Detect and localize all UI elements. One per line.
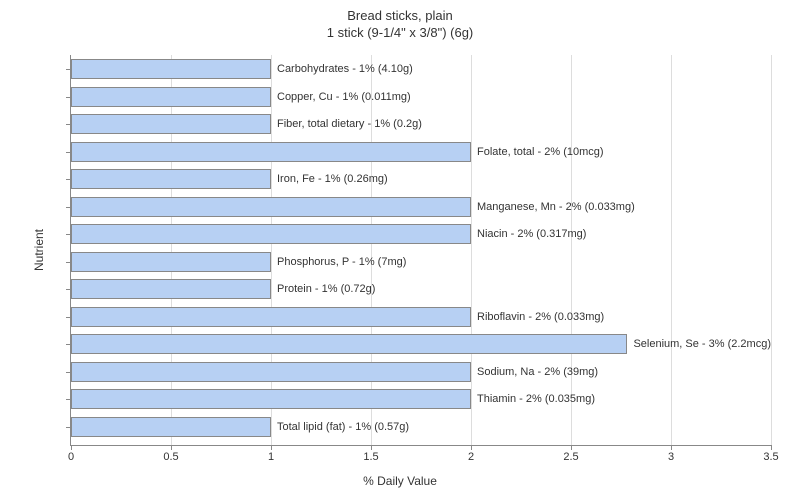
bar-row: Copper, Cu - 1% (0.011mg) [71, 87, 771, 107]
bar-label: Protein - 1% (0.72g) [277, 283, 375, 295]
x-tick-label: 3.5 [763, 451, 778, 463]
bar-rect [71, 389, 471, 409]
x-tick-label: 0.5 [163, 451, 178, 463]
y-tick [66, 179, 71, 180]
x-tick [671, 445, 672, 450]
bar-rect [71, 334, 627, 354]
bar-label: Riboflavin - 2% (0.033mg) [477, 311, 604, 323]
bar-label: Carbohydrates - 1% (4.10g) [277, 63, 413, 75]
bar-rect [71, 169, 271, 189]
bar-label: Niacin - 2% (0.317mg) [477, 228, 586, 240]
plot-area: 00.511.522.533.5Carbohydrates - 1% (4.10… [70, 55, 771, 446]
bar-row: Carbohydrates - 1% (4.10g) [71, 59, 771, 79]
bar-rect [71, 252, 271, 272]
bar-row: Phosphorus, P - 1% (7mg) [71, 252, 771, 272]
bar-row: Riboflavin - 2% (0.033mg) [71, 307, 771, 327]
x-axis-title: % Daily Value [363, 474, 437, 488]
bar-row: Protein - 1% (0.72g) [71, 279, 771, 299]
x-tick [571, 445, 572, 450]
bar-label: Thiamin - 2% (0.035mg) [477, 393, 595, 405]
y-tick [66, 399, 71, 400]
bar-row: Manganese, Mn - 2% (0.033mg) [71, 197, 771, 217]
bar-rect [71, 114, 271, 134]
x-tick [771, 445, 772, 450]
bar-rect [71, 59, 271, 79]
y-tick [66, 207, 71, 208]
bar-rect [71, 362, 471, 382]
bar-label: Fiber, total dietary - 1% (0.2g) [277, 118, 422, 130]
y-tick [66, 69, 71, 70]
x-tick-label: 2.5 [563, 451, 578, 463]
x-tick-label: 2 [468, 451, 474, 463]
bar-row: Folate, total - 2% (10mcg) [71, 142, 771, 162]
bar-rect [71, 307, 471, 327]
x-gridline [771, 55, 772, 445]
y-tick [66, 124, 71, 125]
bar-label: Iron, Fe - 1% (0.26mg) [277, 173, 388, 185]
chart-title: Bread sticks, plain 1 stick (9-1/4" x 3/… [0, 0, 800, 42]
title-line-2: 1 stick (9-1/4" x 3/8") (6g) [0, 25, 800, 42]
bar-label: Sodium, Na - 2% (39mg) [477, 366, 598, 378]
bar-label: Phosphorus, P - 1% (7mg) [277, 256, 406, 268]
bar-rect [71, 197, 471, 217]
y-tick [66, 234, 71, 235]
y-tick [66, 262, 71, 263]
bar-label: Folate, total - 2% (10mcg) [477, 146, 604, 158]
y-tick [66, 289, 71, 290]
bar-row: Total lipid (fat) - 1% (0.57g) [71, 417, 771, 437]
title-line-1: Bread sticks, plain [0, 8, 800, 25]
x-tick [471, 445, 472, 450]
x-tick [71, 445, 72, 450]
x-tick [271, 445, 272, 450]
x-tick-label: 3 [668, 451, 674, 463]
bar-row: Sodium, Na - 2% (39mg) [71, 362, 771, 382]
bar-label: Manganese, Mn - 2% (0.033mg) [477, 201, 635, 213]
bar-row: Niacin - 2% (0.317mg) [71, 224, 771, 244]
bar-label: Selenium, Se - 3% (2.2mcg) [633, 338, 771, 350]
y-tick [66, 152, 71, 153]
bar-label: Total lipid (fat) - 1% (0.57g) [277, 421, 409, 433]
y-axis-title: Nutrient [32, 229, 46, 271]
bar-rect [71, 224, 471, 244]
y-tick [66, 344, 71, 345]
x-tick [371, 445, 372, 450]
y-tick [66, 372, 71, 373]
x-tick-label: 1 [268, 451, 274, 463]
bar-rect [71, 417, 271, 437]
y-tick [66, 97, 71, 98]
nutrition-bar-chart: Bread sticks, plain 1 stick (9-1/4" x 3/… [0, 0, 800, 500]
x-tick [171, 445, 172, 450]
bar-row: Thiamin - 2% (0.035mg) [71, 389, 771, 409]
bar-row: Selenium, Se - 3% (2.2mcg) [71, 334, 771, 354]
bar-label: Copper, Cu - 1% (0.011mg) [277, 91, 411, 103]
y-tick [66, 427, 71, 428]
x-tick-label: 1.5 [363, 451, 378, 463]
bar-rect [71, 279, 271, 299]
bar-rect [71, 142, 471, 162]
bar-row: Fiber, total dietary - 1% (0.2g) [71, 114, 771, 134]
bar-rect [71, 87, 271, 107]
x-tick-label: 0 [68, 451, 74, 463]
y-tick [66, 317, 71, 318]
bar-row: Iron, Fe - 1% (0.26mg) [71, 169, 771, 189]
